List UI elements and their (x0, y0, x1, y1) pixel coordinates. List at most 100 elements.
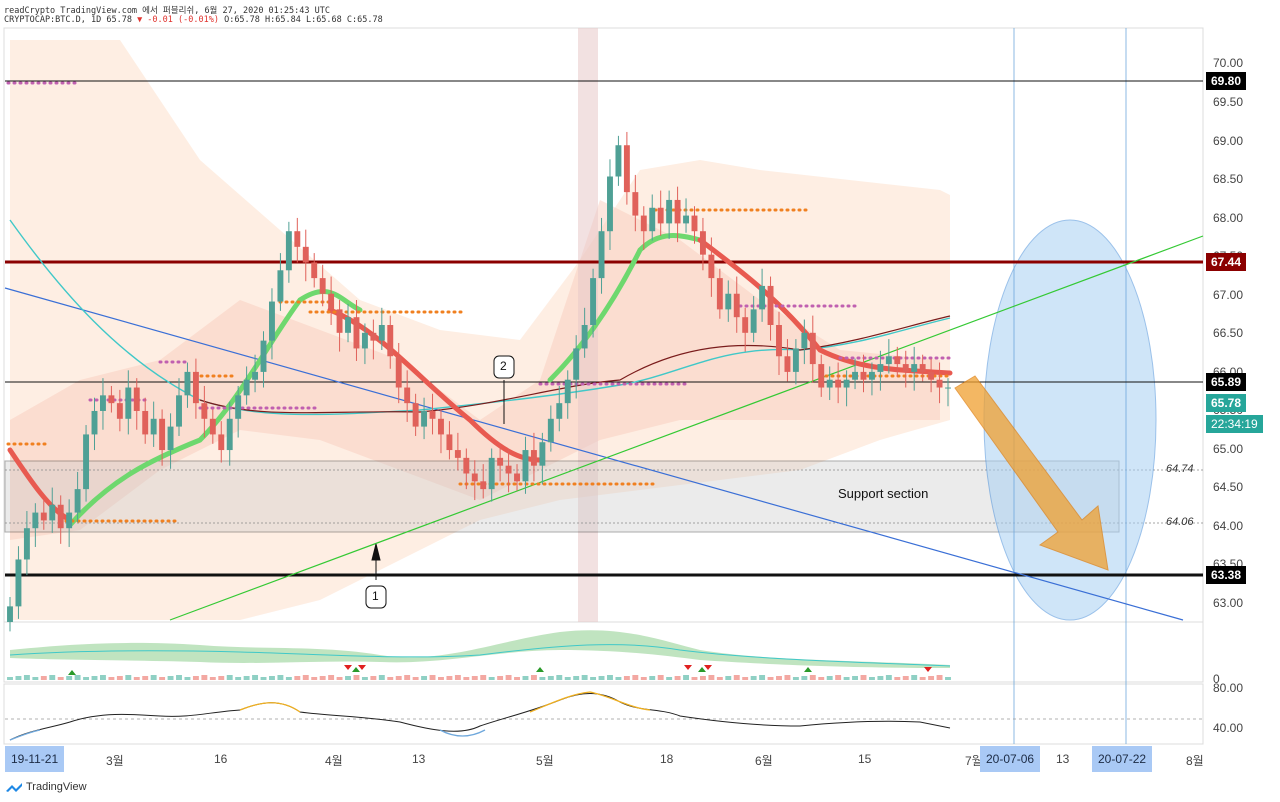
projection-ellipse[interactable] (983, 219, 1157, 621)
indicator-tick-0: 0 (1213, 672, 1220, 686)
time-tick: 3월 (106, 754, 124, 768)
last-price-tag: 65.78 (1206, 394, 1247, 412)
histogram-bar (792, 677, 799, 680)
candle-body (809, 332, 816, 365)
candle-body (345, 317, 351, 333)
candle-body (99, 395, 106, 411)
candle-body (742, 317, 749, 333)
candle-body (421, 410, 428, 427)
candle-body (40, 512, 47, 521)
candle-body (133, 387, 140, 411)
ma-red-line-2 (327, 307, 543, 463)
histogram-bar (218, 676, 225, 680)
candle-body (361, 332, 368, 349)
candle-body (640, 215, 647, 232)
histogram-bar (184, 677, 191, 680)
candle-body (522, 450, 529, 482)
candle-body (159, 418, 166, 451)
histogram-bar (852, 676, 859, 680)
candle-body (590, 278, 597, 325)
candle-body (623, 145, 630, 193)
histogram-bar (928, 676, 935, 680)
candle-body (649, 207, 656, 232)
candle-body (860, 371, 867, 380)
candle-body (176, 395, 182, 427)
candle-body (852, 371, 859, 380)
histogram-bar (74, 675, 81, 680)
histogram-bar (336, 677, 343, 680)
histogram-bar (868, 677, 875, 680)
time-tick: 5월 (536, 754, 554, 768)
histogram-bar (91, 676, 98, 680)
bar-countdown: 22:34:19 (1206, 415, 1263, 433)
candle-body (801, 332, 808, 349)
candle-body (776, 325, 782, 357)
candle-body (826, 379, 833, 388)
histogram-bar (328, 675, 335, 680)
time-tag-07-06: 20-07-06 (980, 746, 1041, 772)
publish-info: readCrypto TradingView.com 에서 퍼블리쉬, 6월 2… (4, 6, 330, 16)
price-tick: 68.50 (1213, 172, 1244, 186)
histogram-bar (429, 675, 436, 680)
candle-body (83, 434, 90, 490)
support-section-box[interactable] (4, 460, 1120, 533)
osc-tick-40: 40.00 (1213, 721, 1244, 735)
price-tag-63-38: 63.38 (1206, 566, 1247, 584)
histogram-bar (505, 675, 512, 680)
candle-body (505, 465, 512, 474)
candle-body (691, 215, 698, 232)
descending-trendline[interactable] (4, 287, 1184, 621)
histogram-bar (733, 675, 740, 680)
symbol-ohlc-line: CRYPTOCAP:BTC.D, 1D 65.78 ▼ -0.01 (-0.01… (4, 15, 383, 25)
price-tick: 69.50 (1213, 95, 1244, 109)
candle-body (311, 262, 318, 279)
candle-body (438, 418, 444, 435)
callout-1-label: 1 (372, 589, 379, 603)
candle-body (615, 145, 622, 177)
candle-body (302, 246, 309, 263)
candle-body (945, 387, 951, 389)
dotted-levels (6, 81, 952, 523)
candle-body (480, 481, 487, 490)
candle-body (674, 199, 681, 224)
candle-body (928, 371, 935, 380)
oscillator-line (9, 693, 951, 741)
oscillator-overbought-2 (529, 691, 651, 713)
histogram-bar (759, 675, 766, 680)
price-tag-65-89: 65.89 (1206, 373, 1247, 391)
candle-body (454, 450, 461, 458)
candle-body (226, 418, 233, 451)
histogram-bar (395, 676, 402, 680)
candle-body (235, 395, 242, 419)
candle-body (607, 176, 613, 232)
downward-projection-arrow[interactable] (954, 375, 1109, 571)
oscillator-pane (3, 683, 1204, 745)
candle-body (429, 410, 436, 419)
histogram-bar (319, 676, 326, 680)
histogram-bar (302, 675, 309, 680)
candle-body (49, 504, 56, 521)
histogram-bar (725, 676, 732, 680)
histogram-bar (784, 675, 791, 680)
tradingview-logo-icon (6, 783, 22, 792)
candle-body (877, 364, 884, 372)
histogram-bar (83, 677, 90, 680)
candle-body (539, 442, 546, 466)
callout-2[interactable] (493, 355, 515, 424)
candle-body (412, 403, 419, 427)
candle-body (725, 293, 732, 310)
histogram-bar (750, 676, 757, 680)
histogram-bar (454, 675, 461, 680)
candle-body (66, 512, 73, 529)
candle-body (23, 528, 30, 560)
candle-body (167, 426, 174, 451)
callout-1[interactable] (365, 543, 387, 609)
histogram-bar (421, 676, 428, 680)
candle-body (598, 231, 605, 279)
candle-body (488, 457, 495, 490)
ma-red-line-1 (7, 447, 73, 523)
histogram-bar (894, 677, 901, 680)
histogram-bar (243, 676, 250, 680)
ascending-trendline[interactable] (169, 235, 1204, 621)
